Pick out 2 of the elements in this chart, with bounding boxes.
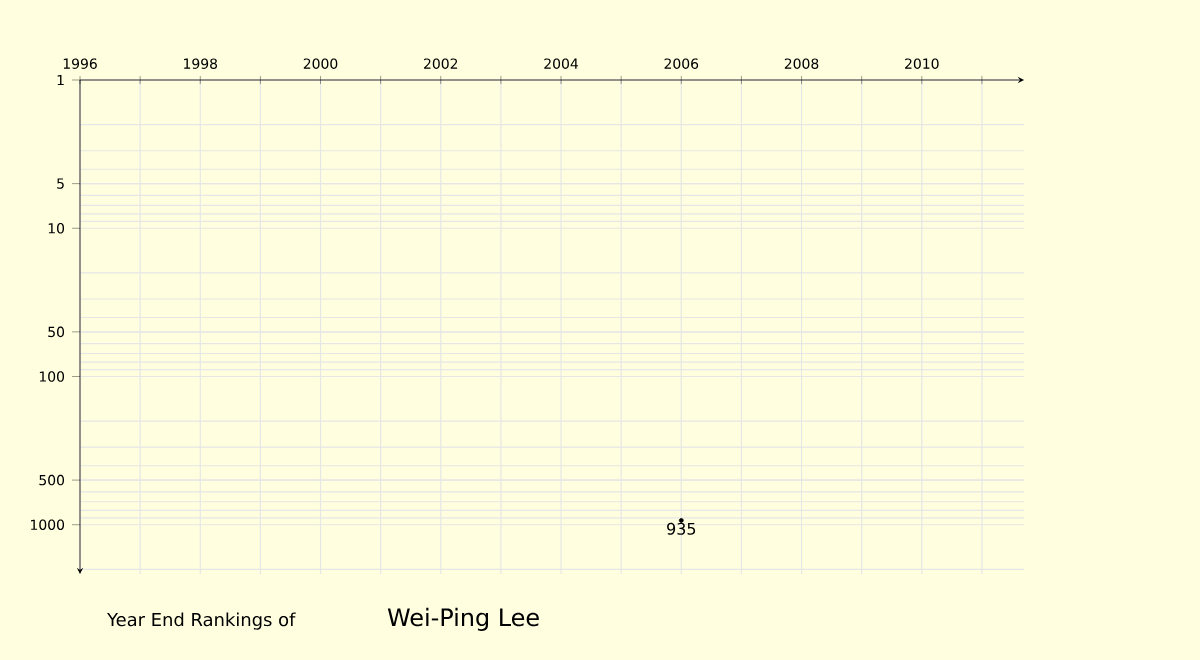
text: Wei-Ping Lee [387, 607, 539, 631]
text: Year End Rankings of [107, 612, 296, 630]
